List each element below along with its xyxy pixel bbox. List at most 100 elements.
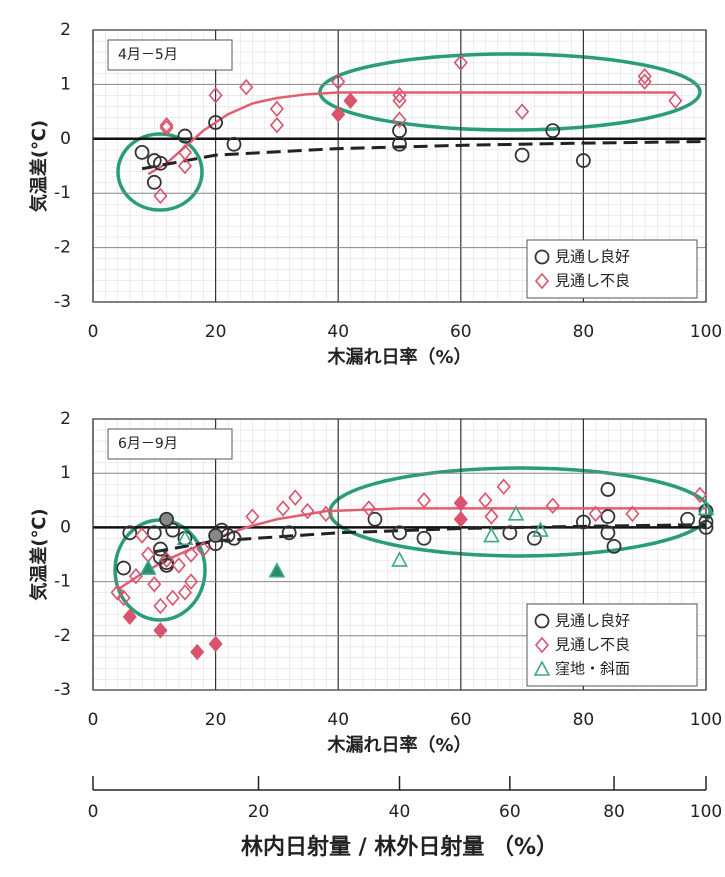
point: [208, 87, 223, 104]
highlight-ellipse: [116, 132, 204, 212]
point: [698, 514, 714, 530]
x-tick-label: 60: [450, 710, 472, 730]
y-tick-label: -1: [54, 572, 71, 592]
x-tick-label: 60: [450, 322, 472, 342]
point: [177, 157, 193, 175]
point: [698, 520, 714, 535]
title-box: [107, 39, 233, 71]
plot-frame: [92, 418, 707, 691]
trend-line: [154, 523, 707, 554]
point: [453, 54, 468, 71]
point: [331, 106, 346, 123]
point: [177, 144, 193, 161]
point: [453, 511, 468, 528]
secondary-axis-label: 林内日射量 / 林外日射量 （%）: [241, 834, 558, 860]
point: [268, 562, 286, 578]
point: [153, 187, 168, 205]
point: [134, 527, 150, 544]
point: [453, 494, 468, 512]
title-box: [107, 428, 233, 460]
point: [245, 508, 260, 525]
point: [184, 546, 199, 563]
point: [391, 551, 408, 567]
point: [190, 643, 205, 661]
point: [625, 505, 640, 523]
point: [545, 123, 561, 139]
y-tick-label: 0: [60, 129, 71, 149]
y-tick-label: 1: [60, 463, 71, 483]
point: [515, 103, 530, 120]
point: [226, 136, 242, 152]
point: [637, 73, 652, 90]
y-tick-label: -2: [54, 626, 71, 646]
point: [269, 116, 284, 134]
legend-label: 見通し不良: [555, 636, 630, 654]
y-axis-label: 気温差(℃): [28, 120, 50, 212]
point: [318, 505, 333, 523]
legend-box: [526, 239, 698, 299]
point: [184, 573, 199, 590]
x-tick-label: 40: [327, 710, 349, 730]
secondary-tick-label: 40: [389, 802, 411, 822]
legend-marker: [534, 272, 550, 290]
point: [600, 509, 616, 524]
point: [668, 92, 683, 109]
trend-line: [116, 507, 706, 591]
point: [496, 478, 511, 495]
secondary-tick-label: 60: [499, 802, 521, 822]
point: [288, 489, 303, 506]
point: [588, 505, 603, 523]
point: [208, 528, 224, 543]
point: [139, 559, 157, 575]
point: [600, 482, 616, 497]
point: [153, 155, 168, 171]
y-tick-label: 0: [60, 517, 71, 537]
point: [159, 511, 174, 527]
point: [208, 115, 224, 130]
point: [507, 505, 525, 521]
point: [110, 584, 125, 601]
point: [545, 497, 560, 514]
y-tick-label: 2: [60, 20, 71, 40]
x-tick-label: 20: [205, 710, 227, 730]
point: [300, 502, 315, 520]
point: [281, 525, 297, 541]
x-tick-label: 100: [690, 322, 722, 342]
legend-marker: [534, 636, 550, 654]
chart-title: 4月－5月: [118, 47, 178, 63]
point: [416, 492, 432, 509]
point: [478, 492, 493, 509]
x-tick-label: 0: [88, 710, 99, 730]
legend-label: 見通し不良: [555, 272, 630, 290]
point: [502, 525, 518, 541]
point: [483, 526, 500, 543]
plot-frame: [92, 29, 707, 303]
secondary-tick-label: 100: [690, 802, 722, 822]
chart-title: 6月－9月: [118, 436, 178, 452]
point: [226, 530, 242, 546]
legend-label: 窪地・斜面: [555, 660, 630, 678]
point: [697, 499, 715, 516]
point: [484, 508, 499, 525]
x-tick-label: 40: [327, 322, 349, 342]
point: [134, 144, 150, 160]
y-tick-label: -3: [54, 292, 71, 312]
y-tick-label: -3: [54, 680, 71, 700]
y-axis-label: 気温差(℃): [28, 508, 50, 600]
point: [416, 530, 432, 546]
point: [165, 589, 180, 607]
point: [147, 576, 162, 593]
highlight-ellipse: [318, 52, 702, 132]
point: [153, 622, 168, 639]
trend-line: [141, 140, 707, 171]
point: [576, 514, 591, 530]
point: [146, 525, 162, 541]
point: [275, 500, 291, 517]
y-tick-label: -1: [54, 183, 71, 203]
y-tick-label: 1: [60, 74, 71, 94]
point: [159, 116, 174, 134]
point: [532, 521, 549, 537]
point: [606, 538, 622, 554]
